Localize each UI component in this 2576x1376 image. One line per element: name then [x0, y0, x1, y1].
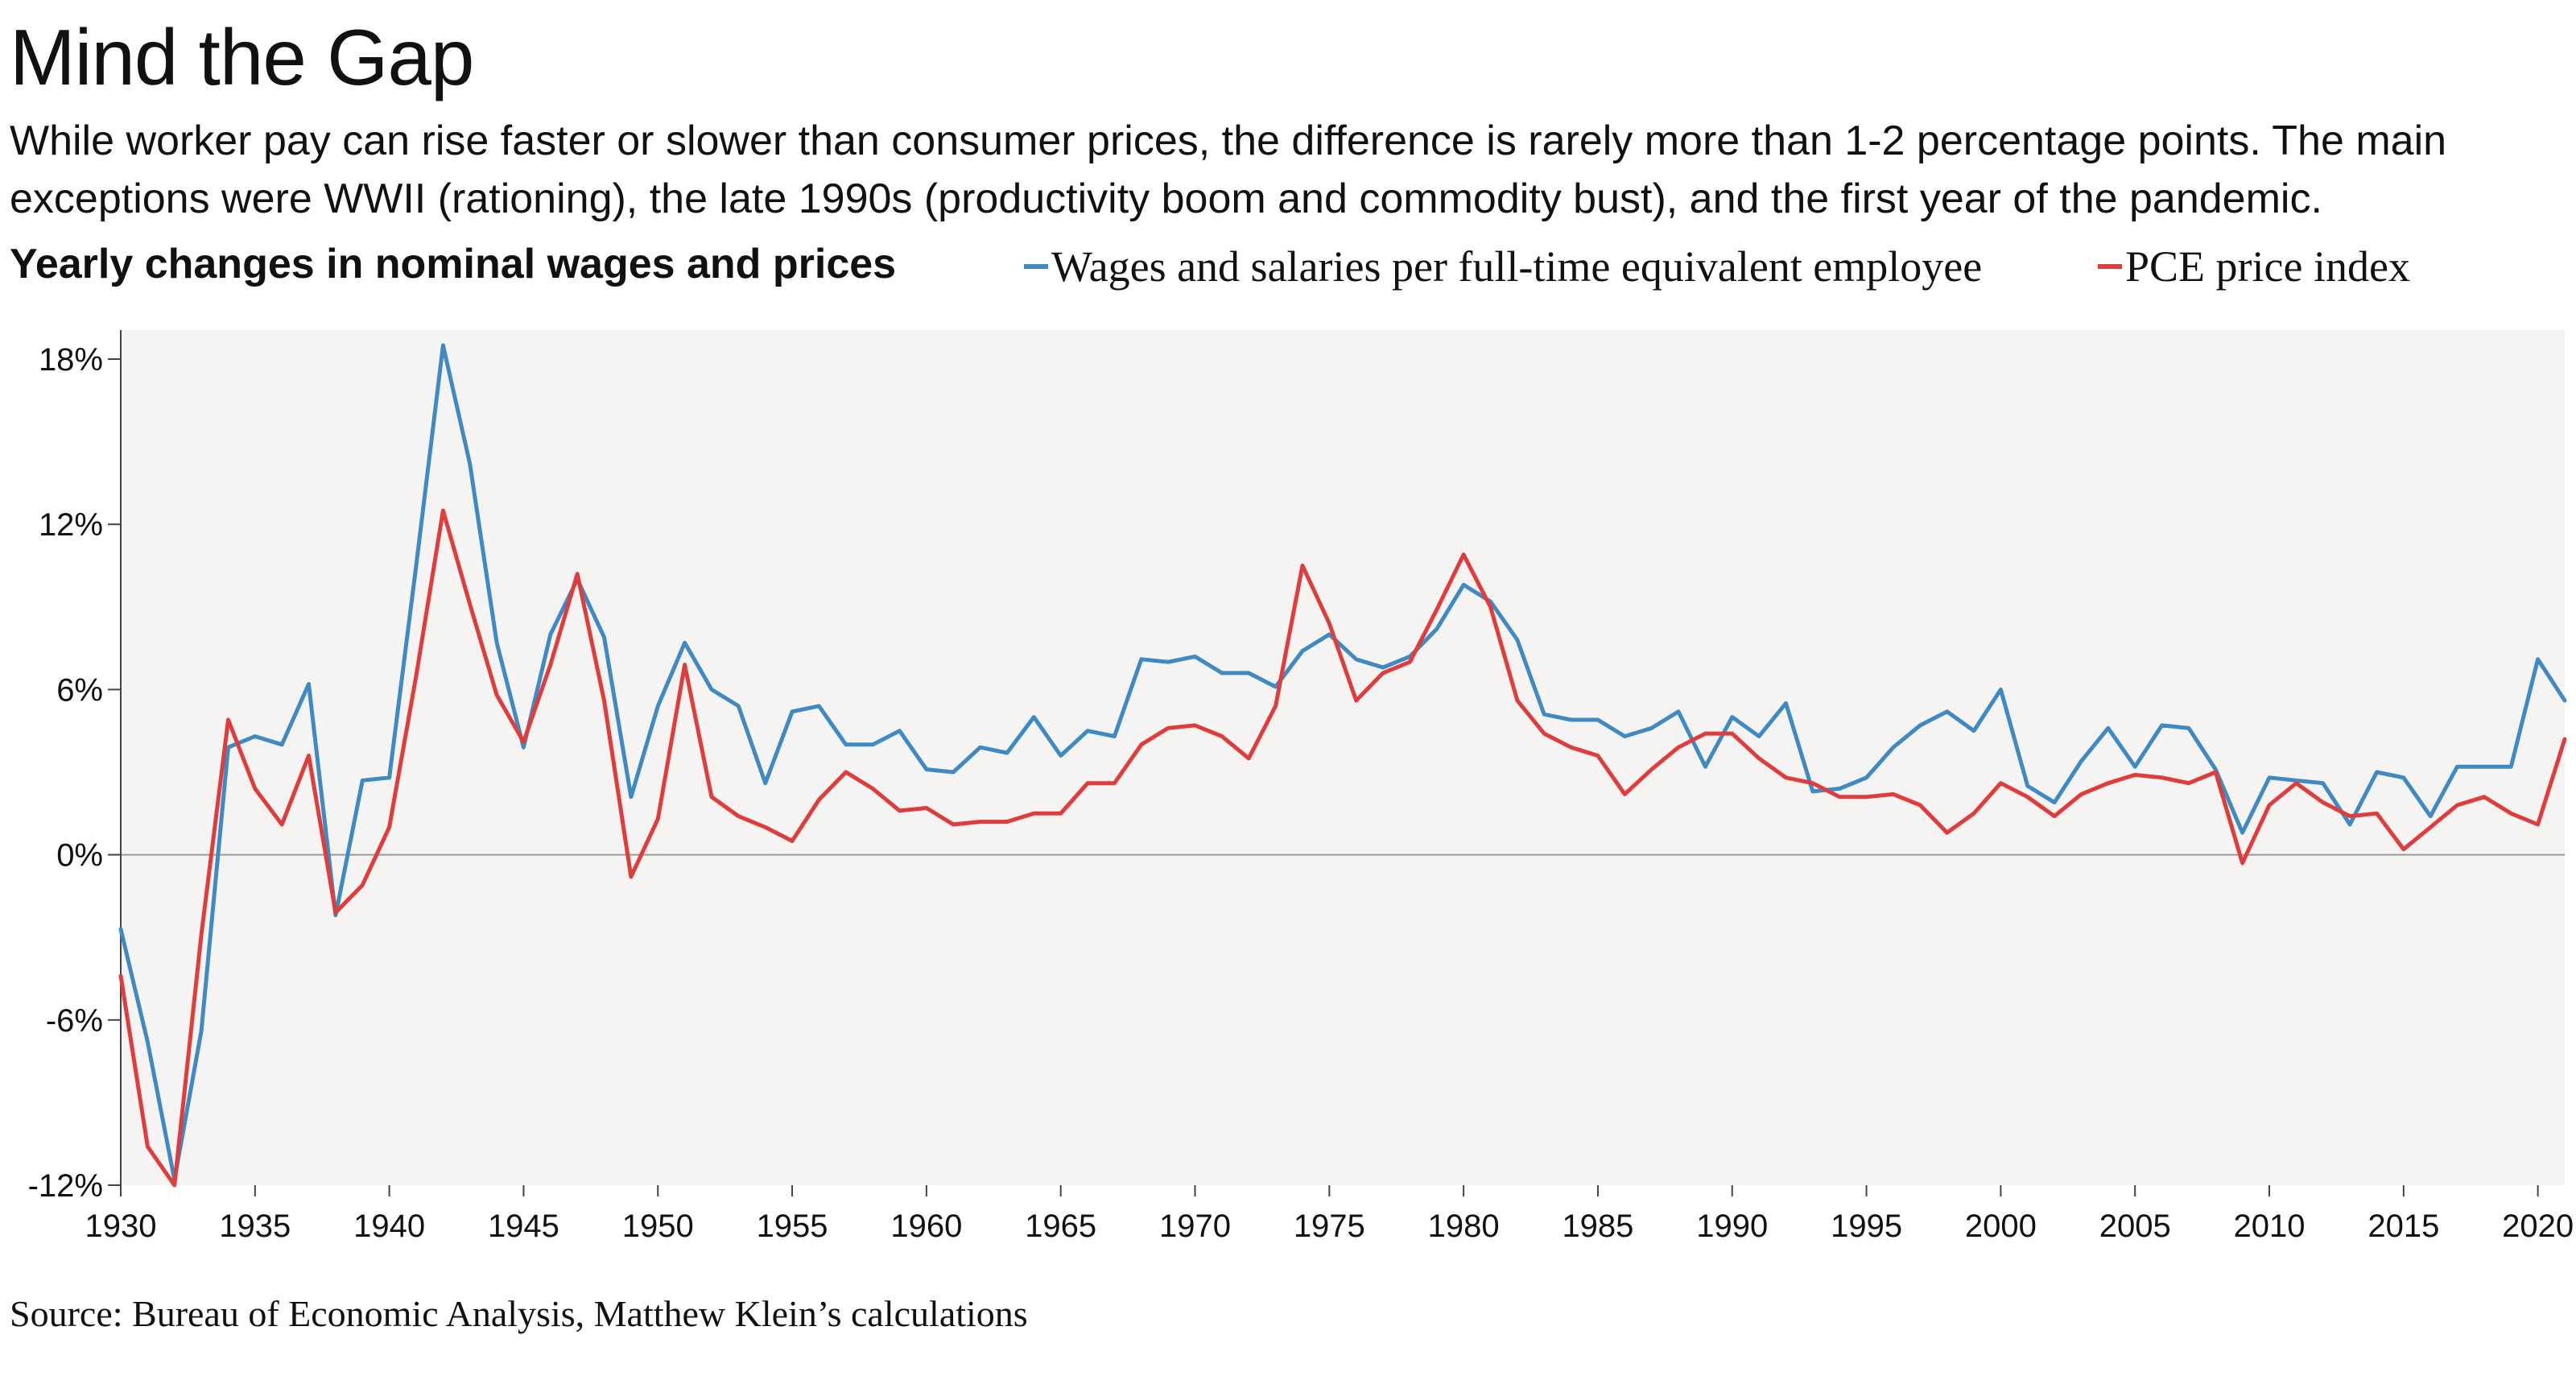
x-tick-label: 1965 — [1025, 1209, 1096, 1244]
chart-section-title: Yearly changes in nominal wages and pric… — [10, 241, 897, 287]
legend-label-pce: PCE price index — [2125, 242, 2410, 291]
y-tick-label: -12% — [28, 1168, 103, 1204]
source-note: Source: Bureau of Economic Analysis, Mat… — [10, 1293, 1028, 1334]
x-tick-label: 1940 — [353, 1209, 425, 1244]
legend-item-wages: Wages and salaries per full-time equival… — [1024, 242, 1982, 291]
x-tick-label: 1975 — [1294, 1209, 1365, 1244]
x-tick-label: 1960 — [890, 1209, 962, 1244]
x-tick-label: 1930 — [85, 1209, 157, 1244]
legend-swatch-pce — [2098, 264, 2122, 269]
x-tick-label: 2020 — [2502, 1209, 2574, 1244]
x-tick-label: 1985 — [1562, 1209, 1633, 1244]
pce-series-line — [118, 508, 2567, 1188]
y-tick-label: 12% — [39, 507, 103, 543]
x-tick-label: 1970 — [1159, 1209, 1231, 1244]
legend-label-wages: Wages and salaries per full-time equival… — [1051, 242, 1983, 291]
x-tick-label: 2005 — [2099, 1209, 2171, 1244]
x-tick-label: 2015 — [2368, 1209, 2439, 1244]
x-tick-label: 1995 — [1831, 1209, 1902, 1244]
y-tick-label: 6% — [56, 672, 103, 708]
x-tick-label: 2010 — [2234, 1209, 2306, 1244]
plot-area — [121, 330, 2565, 1185]
x-tick-label: 1955 — [757, 1209, 828, 1244]
legend-item-pce: PCE price index — [2098, 242, 2410, 291]
y-tick-label: 0% — [56, 838, 103, 874]
y-tick-label: 18% — [39, 342, 103, 378]
x-tick-label: 1990 — [1696, 1209, 1768, 1244]
x-tick-label: 1950 — [622, 1209, 694, 1244]
legend-swatch-wages — [1024, 264, 1048, 269]
x-tick-label: 1980 — [1428, 1209, 1500, 1244]
y-tick-label: -6% — [46, 1003, 103, 1039]
x-tick-label: 2000 — [1965, 1209, 2037, 1244]
chart-title: Mind the Gap — [10, 13, 474, 101]
chart-subtitle: While worker pay can rise faster or slow… — [10, 118, 2447, 222]
x-tick-label: 1945 — [488, 1209, 559, 1244]
x-tick-label: 1935 — [219, 1209, 291, 1244]
